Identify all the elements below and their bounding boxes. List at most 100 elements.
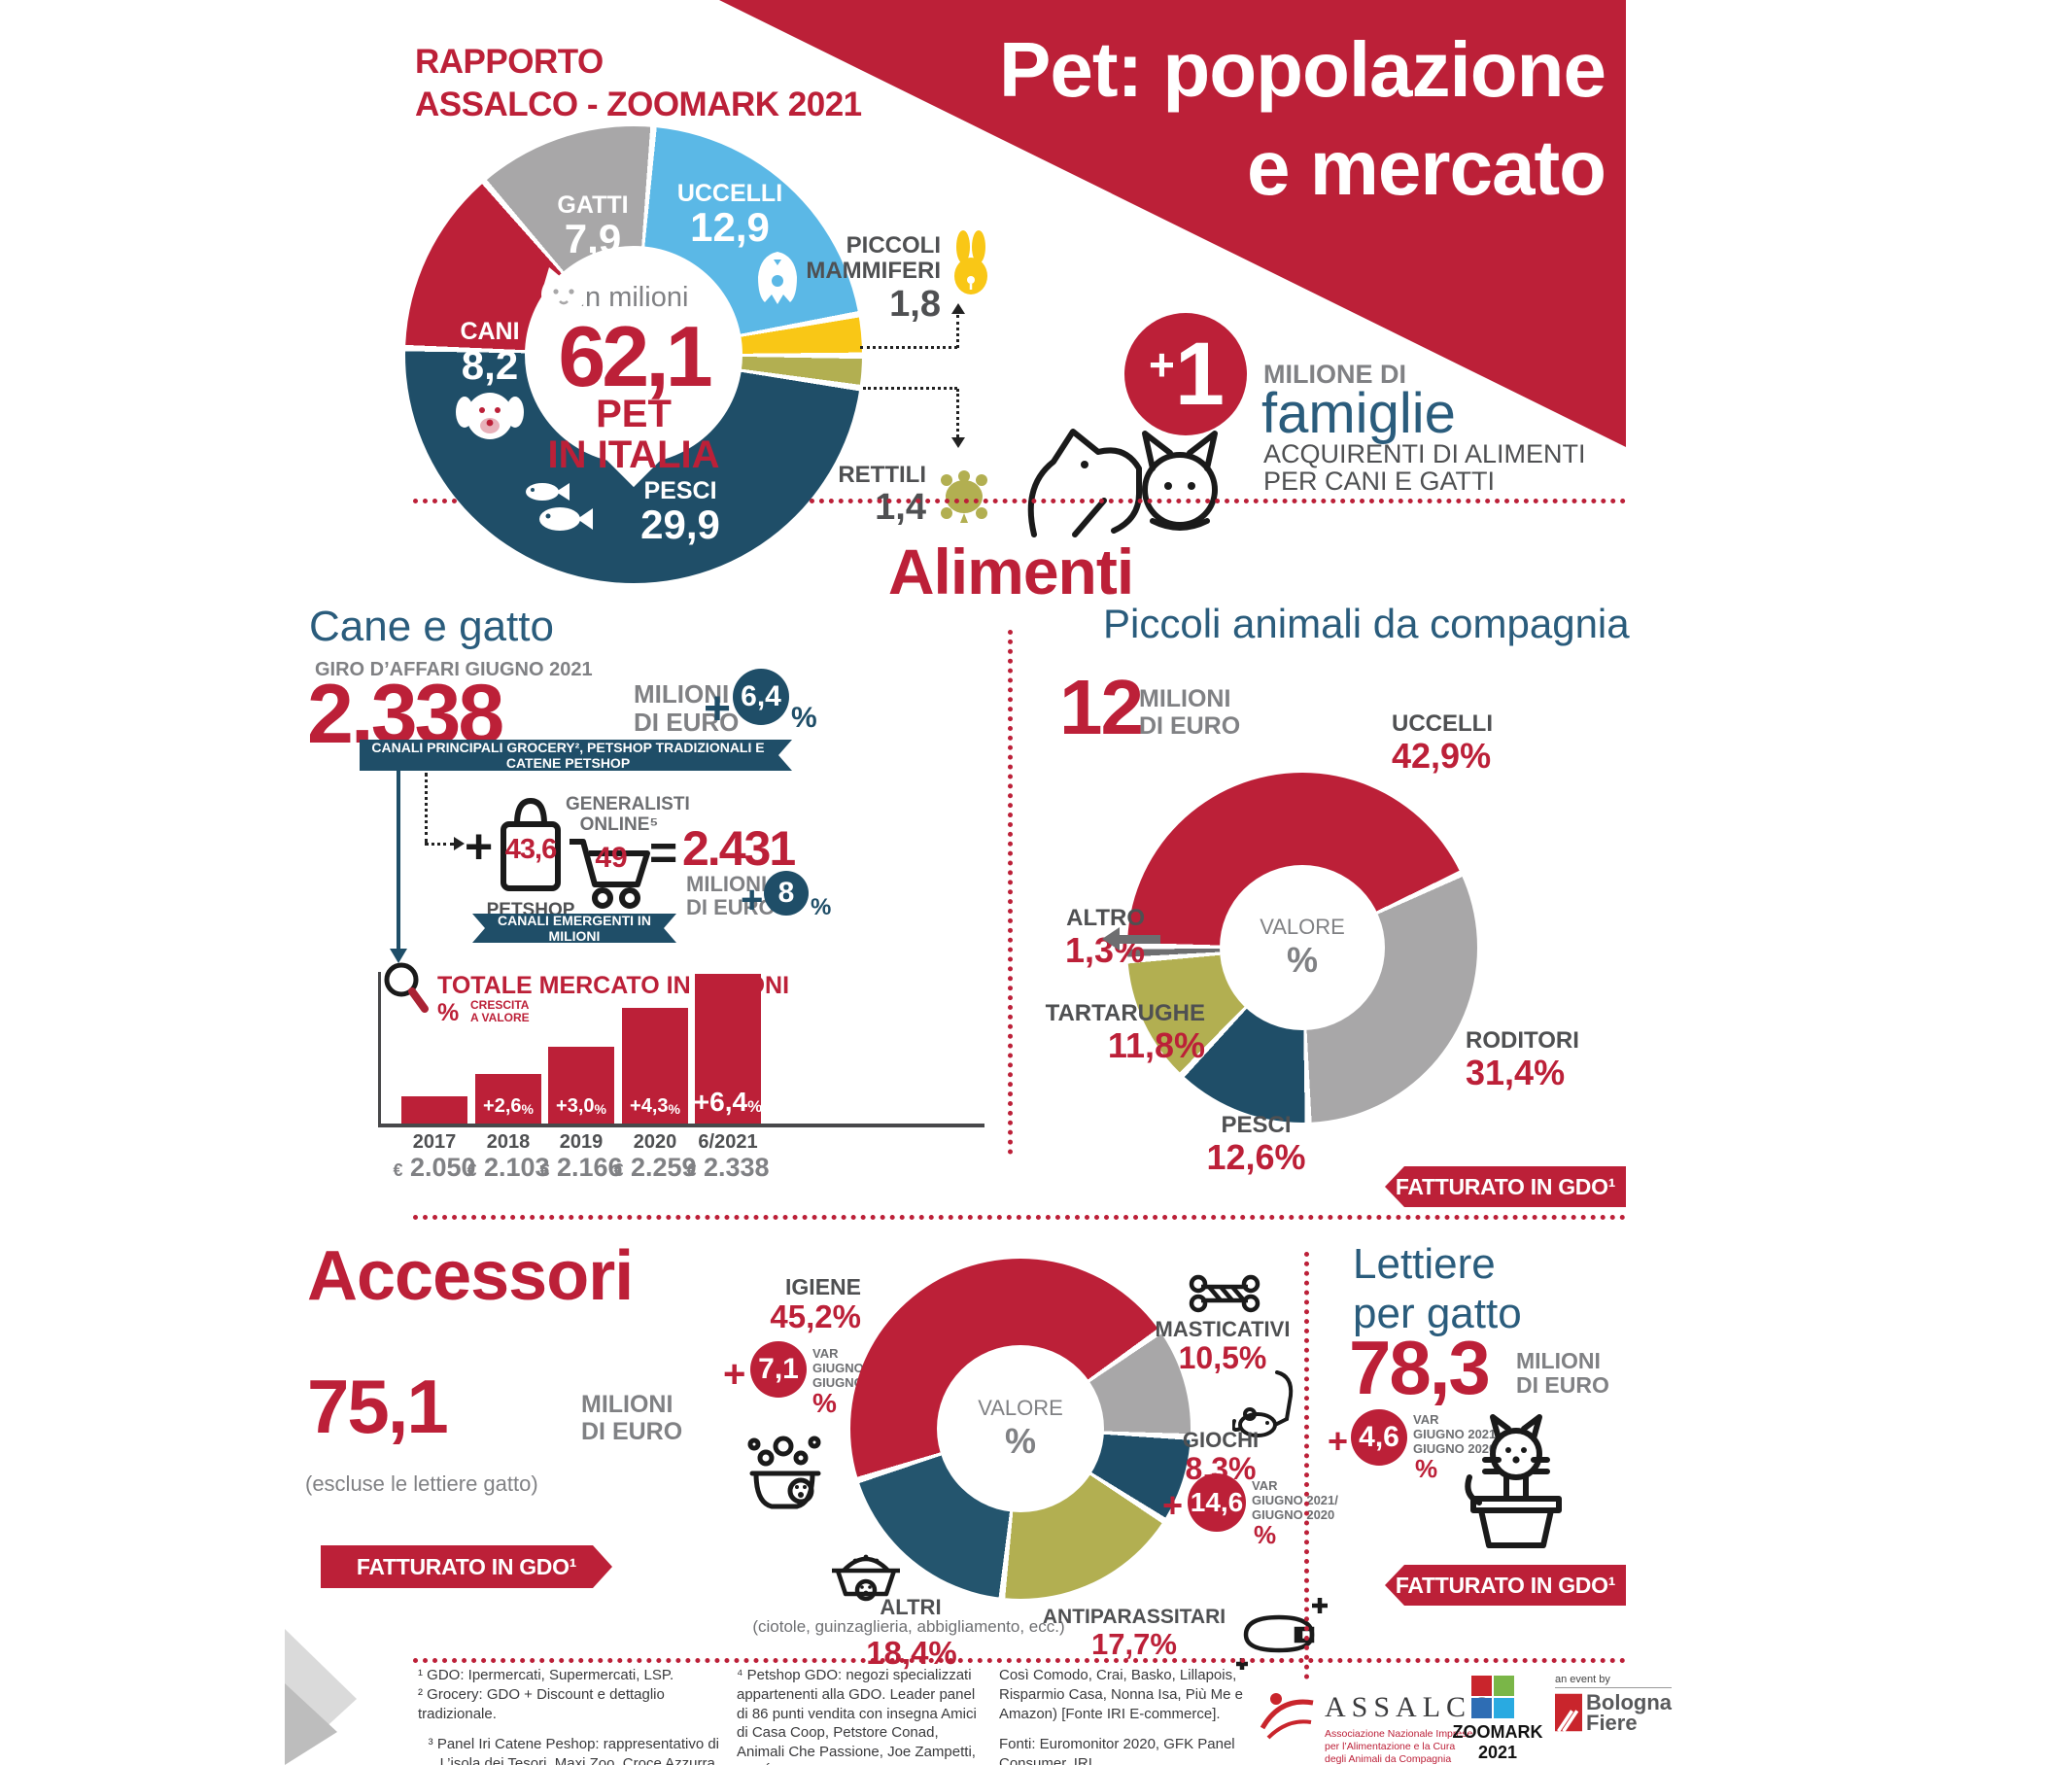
piccoli-animali-heading: Piccoli animali da compagnia xyxy=(1103,601,1630,646)
assalco-logo-mark xyxy=(1260,1693,1314,1740)
igiene-growth-badge: 7,1 xyxy=(750,1341,807,1398)
footnotes-col2: ⁴ Petshop GDO: negozi specializzati appa… xyxy=(737,1666,982,1765)
giochi-growth-badge: 14,6 xyxy=(1188,1473,1246,1532)
footnotes-col1: ¹ GDO: Ipermercati, Supermercati, LSP. ²… xyxy=(418,1666,719,1765)
assalco-tagline-2: per l’Alimentazione e la Cura xyxy=(1325,1741,1456,1753)
cane-unit: MILIONI DI EURO xyxy=(634,679,740,737)
giochi-var-label: VAR GIUGNO 2021/GIUGNO 2020 xyxy=(1252,1478,1338,1522)
emerging-unit: MILIONI DI EURO xyxy=(686,872,776,920)
lettiere-fatturato-ribbon: FATTURATO IN GDO¹ xyxy=(1385,1565,1626,1606)
hygiene-icon xyxy=(747,1436,821,1509)
rabbit-icon xyxy=(954,230,987,294)
alimenti-column-divider xyxy=(1008,630,1013,1155)
canali-principali-banner: CANALI PRINCIPALI GROCERY², PETSHOP TRAD… xyxy=(360,740,792,771)
bar-value-2020: € 2.259 xyxy=(613,1153,697,1182)
roditori-share-label: RODITORI 31,4% xyxy=(1466,1027,1579,1093)
cat-litter-icon xyxy=(1465,1414,1562,1548)
tartarughe-share-label: TARTARUGHE 11,8% xyxy=(1045,1000,1205,1066)
accessori-pie-hole: VALORE % xyxy=(937,1345,1104,1512)
accessori-column-divider xyxy=(1304,1252,1309,1679)
flow-line-main xyxy=(397,771,400,949)
giro-affari-label: GIRO D’AFFARI GIUGNO 2021 xyxy=(315,659,593,680)
cane-e-gatto-heading: Cane e gatto xyxy=(309,603,554,650)
lettiere-value: 78,3 xyxy=(1349,1325,1491,1410)
zoomark-square-blue xyxy=(1471,1698,1492,1718)
cane-growth-badge: 6,4 xyxy=(733,669,789,725)
separator-top-left xyxy=(413,499,457,503)
separator-middle xyxy=(413,1215,1626,1220)
piccoli-value: 12 xyxy=(1059,664,1144,750)
bolognafiere-mark xyxy=(1555,1693,1582,1733)
cat-face-icon xyxy=(541,267,586,315)
segment-label-cani: CANI 8,2 xyxy=(460,318,520,389)
dog-face-icon xyxy=(456,393,524,439)
zoomark-logo: ZOOMARK 2021 INTERNATIONAL xyxy=(1444,1676,1551,1765)
bar-value-2017: € 2.050 xyxy=(393,1153,476,1182)
altri-note: (ciotole, guinzaglieria, abbigliamento, … xyxy=(752,1617,1065,1636)
dog-and-cat-icon xyxy=(1027,429,1218,537)
bologna-word: Bologna xyxy=(1586,1690,1672,1714)
zoomark-square-red xyxy=(1471,1676,1492,1696)
piccoli-fatturato-ribbon: FATTURATO IN GDO¹ xyxy=(1385,1166,1626,1207)
assalco-wordmark: ASSALCO xyxy=(1325,1691,1499,1723)
emerging-value: 2.431 xyxy=(682,821,796,876)
accessori-pct-label: % xyxy=(1004,1421,1036,1461)
bar-2021 xyxy=(695,974,761,1124)
bar-chart-x-axis xyxy=(378,1124,984,1127)
lettiere-heading: Lettiere per gatto xyxy=(1353,1240,1522,1337)
mouse-toy-icon xyxy=(1232,1370,1294,1437)
plus-one-badge: +1 xyxy=(1124,313,1247,435)
bolognafiere-logo: an event by Bologna Fiere xyxy=(1555,1674,1672,1734)
bar-2018 xyxy=(475,1074,541,1124)
uccelli-share-label: UCCELLI 42,9% xyxy=(1392,710,1493,777)
altro-arrow-head xyxy=(1102,927,1120,951)
footnote-2: ² Grocery: GDO + Discount e dettaglio tr… xyxy=(418,1685,665,1722)
food-bowl-icon xyxy=(832,1554,900,1602)
bar-growth-2019: +3,0% xyxy=(556,1095,606,1117)
bar-value-2021: € 2.338 xyxy=(686,1153,770,1182)
bar-growth-2021: +6,4% xyxy=(693,1087,763,1117)
bar-2017 xyxy=(401,1096,467,1124)
zoomark-wordmark: ZOOMARK 2021 xyxy=(1452,1722,1543,1762)
footnote-4: ⁴ Petshop GDO: negozi specializzati appa… xyxy=(737,1667,977,1765)
fish-icon xyxy=(526,483,593,531)
famiglie-acquirenti: ACQUIRENTI DI ALIMENTI xyxy=(1263,439,1586,468)
flow-dotted-branch xyxy=(425,843,454,846)
giochi-growth-plus: + xyxy=(1162,1485,1184,1525)
report-title-line1: RAPPORTO xyxy=(415,43,604,81)
page-title: Pet: popolazione e mercato xyxy=(875,21,1606,218)
accessori-valore-label: VALORE xyxy=(978,1396,1063,1420)
bar-year-2017: 2017 xyxy=(412,1131,457,1153)
turtle-icon xyxy=(941,470,987,523)
giochi-growth-pct: % xyxy=(1254,1520,1277,1549)
emerging-equals: = xyxy=(649,825,678,880)
bone-icon xyxy=(1189,1274,1260,1313)
page-title-line2: e mercato xyxy=(1247,123,1606,211)
separator-top xyxy=(810,499,1626,503)
connector-mammiferi-arrow xyxy=(951,303,965,314)
bar-growth-2018: +2,6% xyxy=(483,1095,534,1117)
footnote-3: ³ Panel Iri Catene Peshop: rappresentati… xyxy=(428,1736,719,1765)
connector-rettili-stem xyxy=(956,389,959,437)
bolognafiere-event-by: an event by xyxy=(1555,1674,1672,1688)
lettiere-growth-pct: % xyxy=(1415,1454,1438,1483)
population-pet-label: PET xyxy=(596,393,672,435)
report-title: RAPPORTO ASSALCO - ZOOMARK 2021 xyxy=(415,41,862,126)
flow-dotted-stem xyxy=(425,773,428,843)
generalisti-online-label: GENERALISTI ONLINE⁵ xyxy=(566,794,690,835)
accessori-unit: MILIONI DI EURO xyxy=(581,1391,683,1445)
lettiere-growth-plus: + xyxy=(1328,1421,1349,1461)
bar-year-2020: 2020 xyxy=(633,1131,677,1153)
flow-dotted-arrow xyxy=(454,837,465,850)
bird-icon xyxy=(758,252,797,304)
shopping-bag-icon xyxy=(501,797,561,891)
altro-arrow-stem xyxy=(1120,935,1160,944)
pesci-share-label: PESCI 12,6% xyxy=(1206,1112,1306,1178)
assalco-tagline-1: Associazione Nazionale Imprese xyxy=(1325,1728,1473,1740)
fiere-word: Fiere xyxy=(1586,1710,1638,1735)
plus-one-plus: + xyxy=(1148,339,1175,390)
igiene-growth-pct: % xyxy=(812,1388,837,1418)
footnote-1: ¹ GDO: Ipermercati, Supermercati, LSP. xyxy=(418,1667,674,1683)
famiglie-per-cani: PER CANI E GATTI xyxy=(1263,467,1496,496)
